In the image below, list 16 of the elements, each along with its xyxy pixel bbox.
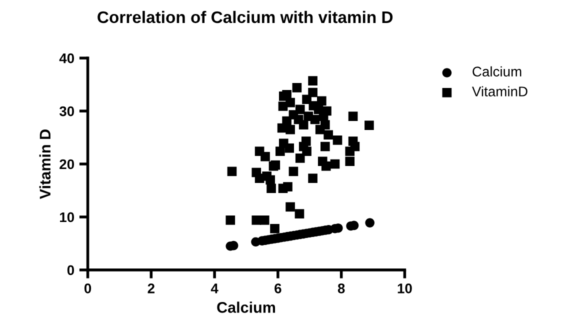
legend-label: Calcium xyxy=(472,66,522,77)
x-tick-label: 0 xyxy=(84,284,92,294)
x-tick-label: 6 xyxy=(274,284,282,294)
x-tick-label: 8 xyxy=(338,284,345,294)
y-tick-label: 40 xyxy=(59,53,74,64)
legend-label: VitaminD xyxy=(472,86,528,96)
x-axis-title: Calcium xyxy=(217,302,276,313)
x-tick-label: 10 xyxy=(398,284,412,294)
y-tick-label: 30 xyxy=(59,106,74,116)
y-tick-label: 20 xyxy=(60,159,74,170)
y-tick-label: 10 xyxy=(60,212,74,222)
y-tick-label: 0 xyxy=(67,265,74,276)
x-tick-label: 2 xyxy=(148,284,154,294)
chart-title: Correlation of Calcium with vitamin D xyxy=(98,10,393,24)
y-axis-title: Vitamin D xyxy=(39,130,51,199)
x-tick-label: 4 xyxy=(210,284,218,294)
